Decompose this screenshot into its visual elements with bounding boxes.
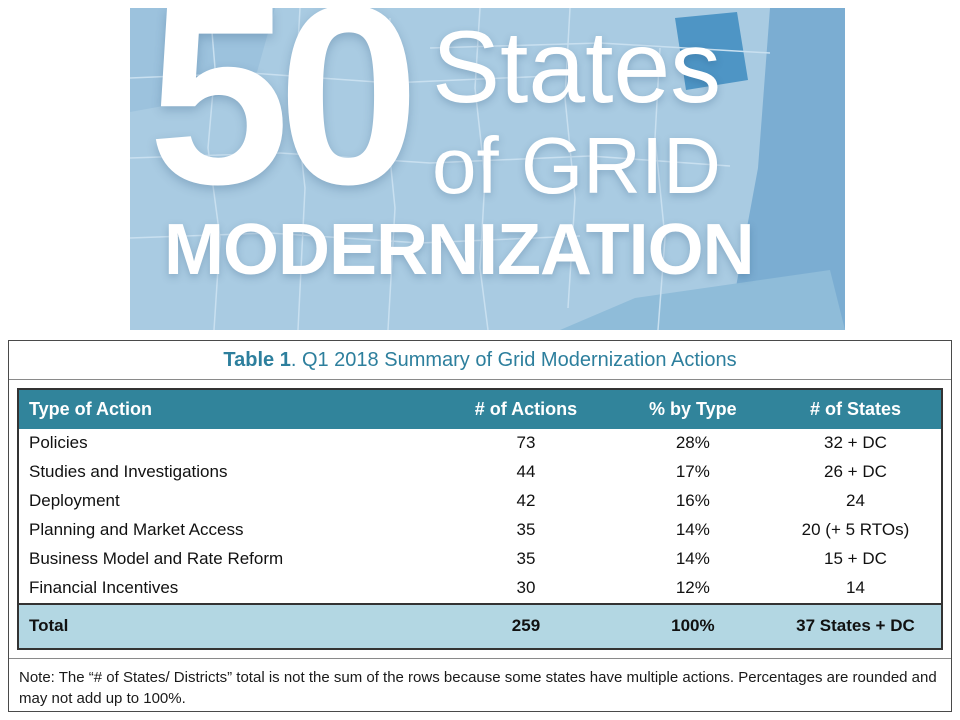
table-title: Table 1. Q1 2018 Summary of Grid Moderni… bbox=[9, 341, 951, 380]
table-footer: Total 259 100% 37 States + DC bbox=[18, 603, 942, 649]
row-label: Studies and Investigations bbox=[29, 461, 228, 481]
banner-word-of-grid: of GRID bbox=[432, 121, 721, 210]
table-cell: 73 bbox=[516, 433, 536, 452]
row-label: Planning and Market Access bbox=[29, 519, 244, 539]
table-cell: 12% bbox=[675, 577, 710, 597]
grid-modernization-banner: 50 States of GRID MODERNIZATION bbox=[130, 8, 845, 330]
banner-word-modernization: MODERNIZATION bbox=[164, 210, 755, 290]
table-cell: 14% bbox=[675, 548, 710, 568]
us-map-background bbox=[130, 8, 845, 330]
header-row: Type of Action # of Actions % by Type # … bbox=[18, 389, 942, 429]
table-cell: 44 bbox=[516, 461, 536, 481]
table-cell: 26 + DC bbox=[824, 461, 887, 481]
table-cell: 14 bbox=[846, 577, 865, 597]
row-label: Policies bbox=[29, 433, 88, 452]
table-row: Business Model and Rate Reform 35 14% 15… bbox=[18, 545, 942, 574]
table-cell: 32 + DC bbox=[824, 433, 887, 452]
total-states: 37 States + DC bbox=[796, 615, 915, 635]
header-pct-by-type: % by Type bbox=[615, 389, 770, 429]
banner-text: 50 States of GRID MODERNIZATION bbox=[130, 8, 845, 330]
row-label: Deployment bbox=[29, 490, 120, 510]
table-header: Type of Action # of Actions % by Type # … bbox=[18, 389, 942, 429]
table-body: Policies 73 28% 32 + DC Studies and Inve… bbox=[18, 429, 942, 604]
table-cell: 35 bbox=[516, 519, 536, 539]
table-cell: 30 bbox=[516, 577, 536, 597]
table-row: Policies 73 28% 32 + DC bbox=[18, 429, 942, 458]
total-row: Total 259 100% 37 States + DC bbox=[18, 603, 942, 649]
table-cell: 14% bbox=[675, 519, 710, 539]
total-label: Total bbox=[29, 615, 69, 635]
table-cell: 16% bbox=[675, 490, 710, 510]
banner-word-states: States bbox=[432, 10, 722, 124]
banner-number-50: 50 bbox=[148, 8, 420, 238]
table-row: Planning and Market Access 35 14% 20 (+ … bbox=[18, 516, 942, 545]
total-actions: 259 bbox=[511, 615, 541, 635]
table-cell: 17% bbox=[675, 461, 710, 481]
table-cell: 20 (+ 5 RTOs) bbox=[801, 519, 910, 539]
row-label: Business Model and Rate Reform bbox=[29, 548, 284, 568]
table-cell: 35 bbox=[516, 548, 536, 568]
table-note: Note: The “# of States/ Districts” total… bbox=[9, 657, 951, 715]
total-pct: 100% bbox=[671, 615, 715, 635]
table-cell: 28% bbox=[675, 433, 710, 452]
table-row: Studies and Investigations 44 17% 26 + D… bbox=[18, 458, 942, 487]
table-cell: 15 + DC bbox=[824, 548, 887, 568]
table-cell: 24 bbox=[846, 490, 865, 510]
header-type-of-action: Type of Action bbox=[18, 389, 437, 429]
table-row: Financial Incentives 30 12% 14 bbox=[18, 574, 942, 604]
table-title-text: . Q1 2018 Summary of Grid Modernization … bbox=[290, 349, 737, 371]
table-section: Table 1. Q1 2018 Summary of Grid Moderni… bbox=[8, 340, 952, 712]
summary-table: Type of Action # of Actions % by Type # … bbox=[17, 388, 943, 650]
row-label: Financial Incentives bbox=[29, 577, 179, 597]
header-num-states: # of States bbox=[769, 389, 942, 429]
table-cell: 42 bbox=[516, 490, 536, 510]
header-num-actions: # of Actions bbox=[436, 389, 616, 429]
table-row: Deployment 42 16% 24 bbox=[18, 487, 942, 516]
table-title-label: Table 1 bbox=[223, 349, 291, 371]
